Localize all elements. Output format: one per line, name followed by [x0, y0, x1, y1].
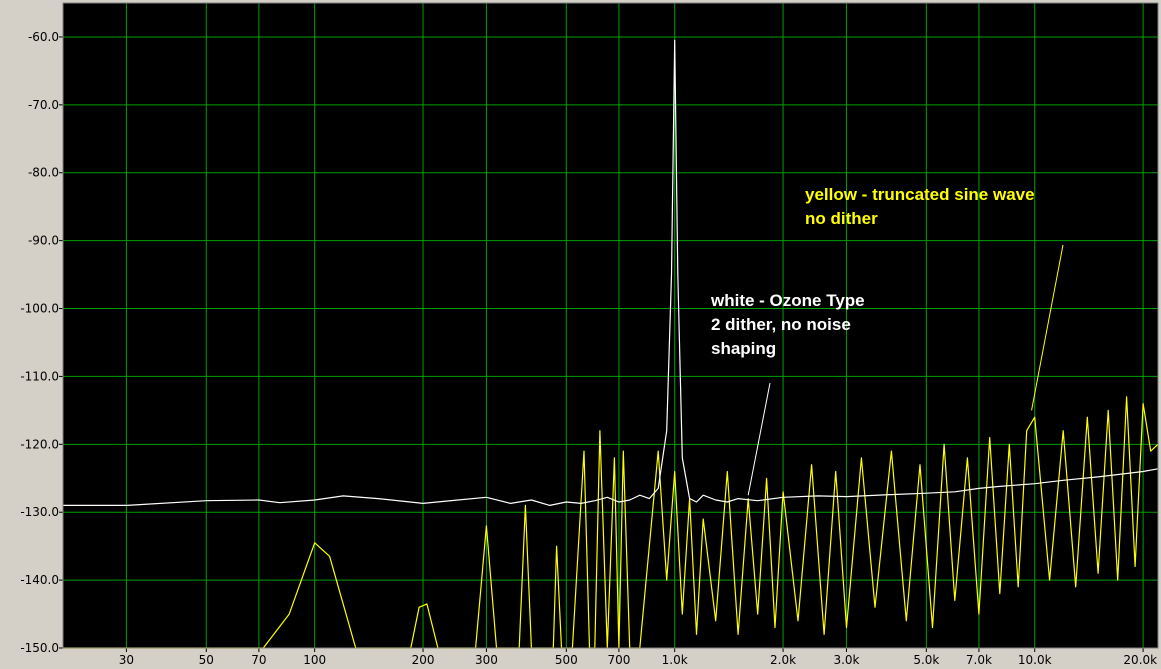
x-tick-label: 500: [555, 653, 578, 667]
x-tick-label: 7.0k: [966, 653, 992, 667]
x-axis: 30 50 70 100 200 300 500 700 1.0k 2.0k 3.0k 5.0k 7.0…: [119, 648, 1157, 667]
annotation-pointer: [1031, 244, 1064, 411]
x-tick-label: 20.0k: [1123, 653, 1157, 667]
x-tick-label: 30: [119, 653, 134, 667]
plot-frame: [62, 2, 1159, 649]
x-tick-label: 700: [607, 653, 630, 667]
annotation-text: 2 dither, no noise: [711, 315, 851, 334]
x-tick-label: 50: [199, 653, 214, 667]
x-tick-label: 10.0k: [1018, 653, 1052, 667]
y-tick-label: -100.0: [20, 302, 59, 316]
annotation-1: yellow - truncated sine wave no dither: [805, 185, 1064, 411]
y-tick-label: -80.0: [28, 166, 59, 180]
x-tick-label: 2.0k: [770, 653, 796, 667]
y-tick-label: -150.0: [20, 641, 59, 655]
y-tick-label: -70.0: [28, 98, 59, 112]
annotation-text: white - Ozone Type: [710, 291, 865, 310]
annotation-pointer: [747, 382, 771, 496]
plot-area: [63, 3, 1158, 648]
annotation-text: no dither: [805, 209, 878, 228]
y-tick-label: -110.0: [20, 369, 59, 383]
x-tick-label: 300: [475, 653, 498, 667]
grid: [63, 3, 1158, 649]
y-tick-label: -60.0: [28, 30, 59, 44]
x-tick-label: 3.0k: [833, 653, 859, 667]
annotation-2: white - Ozone Type 2 dither, no noise shap…: [710, 291, 865, 496]
x-tick-label: 70: [251, 653, 266, 667]
x-tick-label: 5.0k: [913, 653, 939, 667]
y-axis: -60.0 -70.0 -80.0 -90.0 -100.0 -110.0 -120.0 -1…: [20, 30, 63, 655]
annotation-text: shaping: [711, 339, 776, 358]
annotations: yellow - truncated sine wave no dither whi…: [710, 185, 1064, 496]
y-tick-label: -90.0: [28, 234, 59, 248]
y-tick-label: -130.0: [20, 505, 59, 519]
x-tick-label: 100: [303, 653, 326, 667]
y-tick-label: -120.0: [20, 437, 59, 451]
y-tick-label: -140.0: [20, 573, 59, 587]
x-tick-label: 1.0k: [662, 653, 688, 667]
annotation-text: yellow - truncated sine wave: [805, 185, 1035, 204]
x-tick-label: 200: [412, 653, 435, 667]
series-line-2: [63, 39, 1159, 506]
